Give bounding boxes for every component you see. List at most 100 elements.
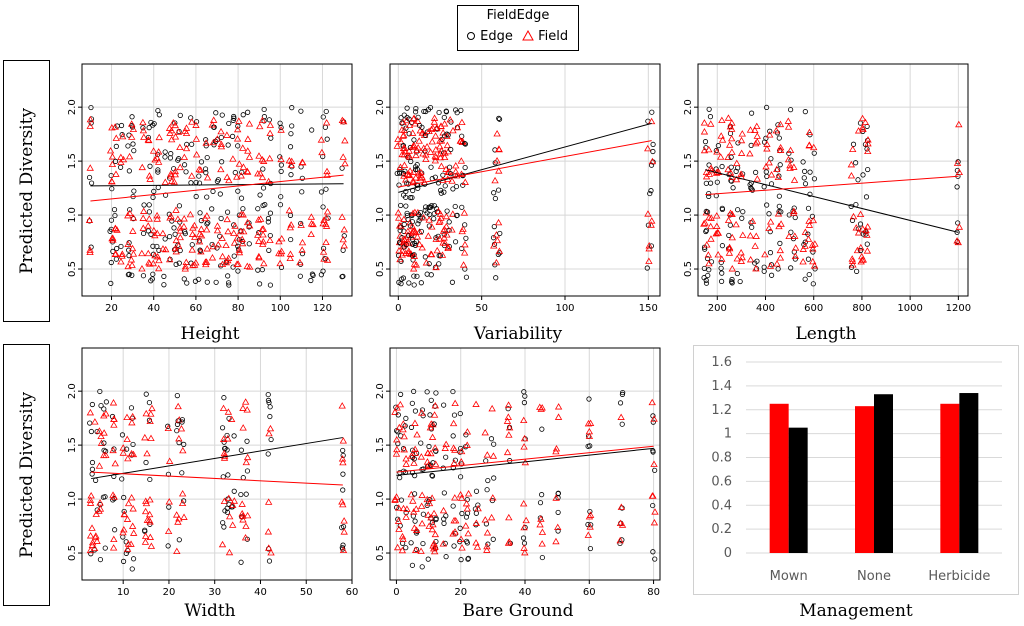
- field-point: [746, 149, 754, 157]
- bar-y-tick-label: 0.4: [711, 498, 732, 513]
- field-point: [323, 256, 332, 263]
- edge-point: [289, 105, 295, 111]
- edge-point: [400, 540, 406, 546]
- field-point: [398, 546, 407, 554]
- field-point: [197, 225, 206, 232]
- edge-point: [323, 108, 329, 115]
- field-point: [451, 399, 459, 407]
- field-point: [790, 163, 798, 170]
- field-point: [410, 115, 418, 122]
- y-tick-label: 0.5: [683, 261, 694, 277]
- edge-point: [265, 451, 271, 457]
- x-tick-label: 20: [105, 303, 118, 314]
- y-tick-label: 0.5: [375, 545, 386, 561]
- field-point: [108, 177, 116, 185]
- edge-point: [713, 147, 719, 154]
- field-point: [854, 229, 863, 236]
- edge-point: [266, 558, 273, 564]
- edge-point: [289, 123, 295, 129]
- field-point: [520, 434, 529, 442]
- edge-point: [707, 114, 714, 120]
- field-point: [400, 161, 409, 168]
- bar-y-tick-label: 0.2: [711, 522, 732, 537]
- edge-point: [425, 556, 431, 562]
- field-point: [405, 171, 413, 179]
- edge-point: [262, 202, 268, 208]
- field-point: [858, 256, 866, 263]
- field-point: [307, 230, 315, 238]
- field-point: [452, 161, 460, 169]
- field-point: [753, 122, 761, 129]
- field-point: [488, 404, 496, 412]
- field-point: [246, 263, 254, 270]
- edge-point: [320, 204, 326, 210]
- field-point: [775, 222, 783, 230]
- edge-point: [162, 236, 168, 242]
- field-point: [88, 538, 97, 546]
- field-point: [703, 241, 711, 248]
- edge-point: [416, 218, 422, 224]
- edge-point: [131, 148, 137, 154]
- edge-point: [140, 125, 146, 131]
- field-point: [395, 423, 404, 431]
- field-point: [323, 167, 331, 175]
- field-point: [124, 499, 133, 507]
- field-point: [145, 258, 153, 266]
- edge-point: [108, 217, 115, 223]
- field-point: [255, 253, 263, 261]
- x-tick-label: 120: [313, 303, 332, 314]
- x-tick-label: 50: [300, 587, 313, 598]
- field-point: [411, 419, 419, 426]
- edge-point: [800, 159, 806, 165]
- edge-point: [421, 108, 427, 115]
- edge-point: [100, 494, 107, 500]
- field-point: [493, 130, 501, 137]
- edge-point: [617, 400, 624, 406]
- edge-point: [777, 240, 783, 246]
- fit-line-field: [396, 445, 654, 473]
- field-point: [617, 413, 625, 420]
- field-point: [340, 225, 348, 233]
- edge-point: [792, 214, 798, 221]
- field-point: [400, 215, 408, 222]
- edge-point: [214, 178, 220, 184]
- field-point: [452, 517, 460, 524]
- edge-point: [714, 179, 720, 185]
- edge-point: [441, 114, 447, 121]
- edge-point: [401, 112, 407, 118]
- edge-point: [225, 472, 231, 478]
- edge-point: [238, 491, 244, 498]
- edge-point: [429, 202, 435, 209]
- field-point: [437, 137, 446, 144]
- field-point: [87, 491, 95, 499]
- field-point: [472, 400, 480, 407]
- edge-point: [320, 268, 326, 274]
- field-point: [777, 220, 785, 227]
- field-point: [713, 148, 721, 155]
- variability-scatter-panel: 0 50 100 150 0.5 1.0 1.5 2.0: [375, 63, 661, 314]
- edge-point: [429, 472, 435, 478]
- field-point: [861, 118, 870, 126]
- edge-point: [719, 243, 726, 249]
- edge-point: [458, 107, 464, 113]
- edge-point: [462, 141, 469, 147]
- edge-point: [727, 222, 733, 228]
- edge-point: [775, 266, 781, 272]
- field-point: [536, 520, 544, 528]
- field-point: [175, 416, 183, 423]
- xlabel-width: Width: [184, 601, 236, 621]
- edge-point: [441, 402, 447, 408]
- edge-point: [451, 412, 458, 418]
- edge-point: [145, 134, 152, 141]
- field-point: [444, 244, 452, 252]
- edge-point: [130, 441, 136, 448]
- edge-point: [230, 264, 236, 270]
- field-point: [458, 138, 466, 145]
- field-point: [144, 222, 152, 229]
- edge-point: [457, 449, 463, 455]
- field-point: [505, 431, 513, 438]
- field-point: [412, 174, 420, 181]
- edge-point: [728, 164, 734, 170]
- field-point: [427, 420, 435, 427]
- edge-point: [256, 230, 262, 236]
